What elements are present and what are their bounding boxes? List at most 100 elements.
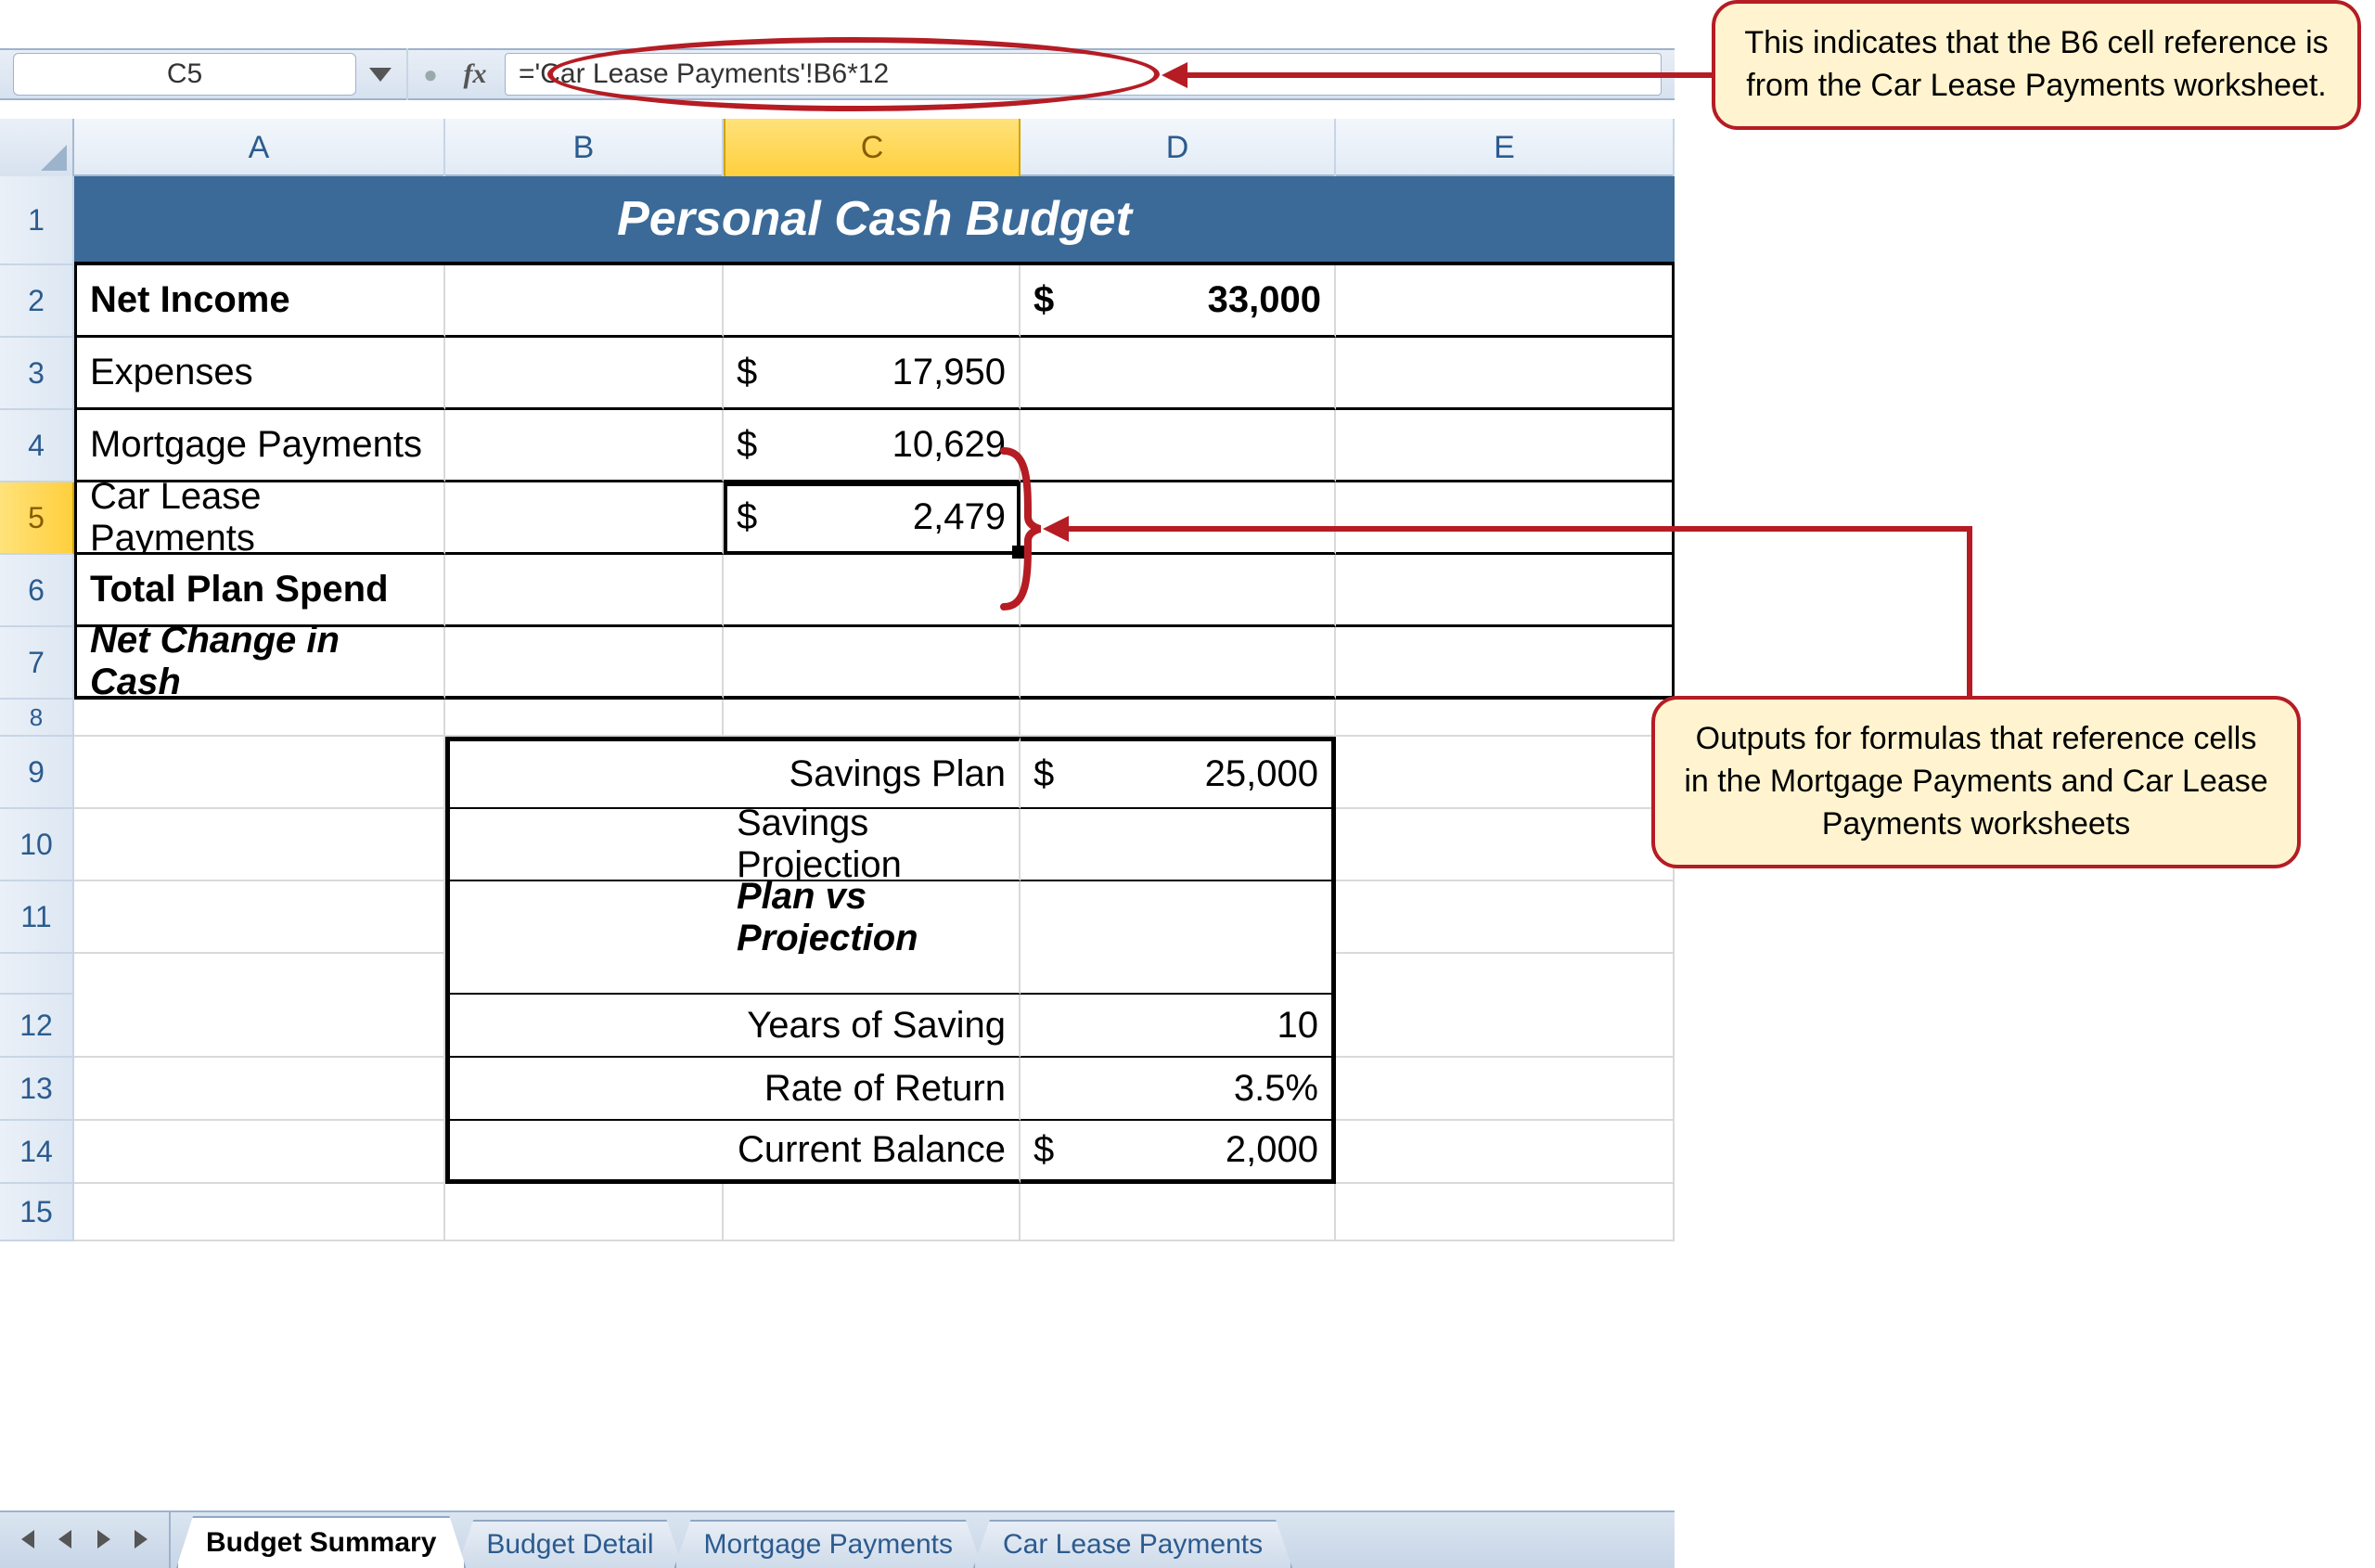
cell-e12[interactable] xyxy=(1336,995,1675,1058)
cell-c14[interactable]: Current Balance xyxy=(724,1121,1021,1184)
cell-b8[interactable] xyxy=(445,700,724,737)
cell-c3[interactable]: $17,950 xyxy=(724,338,1021,410)
row-header-4[interactable]: 4 xyxy=(0,410,74,482)
cell-d4[interactable] xyxy=(1021,410,1336,482)
cell-a10[interactable] xyxy=(74,809,445,881)
cell-d10[interactable] xyxy=(1021,809,1336,881)
row-header-2[interactable]: 2 xyxy=(0,265,74,338)
row-header-1[interactable]: 1 xyxy=(0,176,74,265)
cell-a5[interactable]: Car Lease Payments xyxy=(74,482,445,555)
col-header-d[interactable]: D xyxy=(1021,119,1336,176)
cell-c6[interactable] xyxy=(724,555,1021,627)
cell-b6[interactable] xyxy=(445,555,724,627)
cell-e15[interactable] xyxy=(1336,1184,1675,1241)
sheet-nav-first-icon[interactable] xyxy=(9,1517,43,1562)
cell-e14[interactable] xyxy=(1336,1121,1675,1184)
row-header-15[interactable]: 15 xyxy=(0,1184,74,1241)
cell-e4[interactable] xyxy=(1336,410,1675,482)
row-header-13[interactable]: 13 xyxy=(0,1058,74,1121)
cell-d14[interactable]: $2,000 xyxy=(1021,1121,1336,1184)
cell-a8[interactable] xyxy=(74,700,445,737)
cell-c10[interactable]: Savings Projection xyxy=(724,809,1021,881)
col-header-e[interactable]: E xyxy=(1336,119,1675,176)
cell-e7[interactable] xyxy=(1336,627,1675,700)
cell-e11[interactable] xyxy=(1336,881,1675,954)
sheet-nav-next-icon[interactable] xyxy=(87,1517,121,1562)
cell-e6[interactable] xyxy=(1336,555,1675,627)
cell-d3[interactable] xyxy=(1021,338,1336,410)
col-header-b[interactable]: B xyxy=(445,119,724,176)
fx-icon[interactable]: fx xyxy=(453,48,497,100)
cell-d2[interactable]: $33,000 xyxy=(1021,265,1336,338)
tab-budget-summary[interactable]: Budget Summary xyxy=(176,1516,466,1568)
row-header-6[interactable]: 6 xyxy=(0,555,74,627)
name-box[interactable]: C5 xyxy=(13,53,356,96)
cell-c9[interactable]: Savings Plan xyxy=(724,737,1021,809)
name-box-dropdown-icon[interactable] xyxy=(369,68,392,82)
title-cell[interactable]: Personal Cash Budget xyxy=(74,176,1675,265)
cell-b7[interactable] xyxy=(445,627,724,700)
cell-a13[interactable] xyxy=(74,1058,445,1121)
select-all-corner[interactable] xyxy=(0,119,74,176)
cell-b5[interactable] xyxy=(445,482,724,555)
row-header-8[interactable]: 8 xyxy=(0,700,74,737)
col-header-c[interactable]: C xyxy=(724,119,1021,176)
cell-a9[interactable] xyxy=(74,737,445,809)
tab-budget-detail[interactable]: Budget Detail xyxy=(456,1520,683,1568)
cell-d13[interactable]: 3.5% xyxy=(1021,1058,1336,1121)
cell-a2[interactable]: Net Income xyxy=(74,265,445,338)
cell-d7[interactable] xyxy=(1021,627,1336,700)
cell-e3[interactable] xyxy=(1336,338,1675,410)
cell-c2[interactable] xyxy=(724,265,1021,338)
tab-car-lease-payments[interactable]: Car Lease Payments xyxy=(973,1520,1292,1568)
cell-e5[interactable] xyxy=(1336,482,1675,555)
row-header-12[interactable]: 12 xyxy=(0,995,74,1058)
cell-e2[interactable] xyxy=(1336,265,1675,338)
cell-c4[interactable]: $10,629 xyxy=(724,410,1021,482)
cell-d15[interactable] xyxy=(1021,1184,1336,1241)
row-header-9[interactable]: 9 xyxy=(0,737,74,809)
cell-b14[interactable] xyxy=(445,1121,724,1184)
col-header-a[interactable]: A xyxy=(74,119,445,176)
cell-e9[interactable] xyxy=(1336,737,1675,809)
cell-b13[interactable] xyxy=(445,1058,724,1121)
row-header-7[interactable]: 7 xyxy=(0,627,74,700)
cell-c12[interactable]: Years of Saving xyxy=(724,995,1021,1058)
row-header-11[interactable]: 11 xyxy=(0,881,74,954)
cell-d6[interactable] xyxy=(1021,555,1336,627)
cell-d8[interactable] xyxy=(1021,700,1336,737)
cell-b9[interactable] xyxy=(445,737,724,809)
cell-a6[interactable]: Total Plan Spend xyxy=(74,555,445,627)
cell-a14[interactable] xyxy=(74,1121,445,1184)
cell-b15[interactable] xyxy=(445,1184,724,1241)
cell-b4[interactable] xyxy=(445,410,724,482)
cell-a15[interactable] xyxy=(74,1184,445,1241)
row-header-5[interactable]: 5 xyxy=(0,482,74,555)
sheet-nav-last-icon[interactable] xyxy=(126,1517,160,1562)
cell-d9[interactable]: $25,000 xyxy=(1021,737,1336,809)
tab-mortgage-payments[interactable]: Mortgage Payments xyxy=(674,1520,982,1568)
row-header-10[interactable]: 10 xyxy=(0,809,74,881)
cell-c11[interactable]: Plan vs Projection xyxy=(724,881,1021,954)
cell-b11[interactable] xyxy=(445,881,724,954)
cell-d12[interactable]: 10 xyxy=(1021,995,1336,1058)
cell-b10[interactable] xyxy=(445,809,724,881)
cell-e13[interactable] xyxy=(1336,1058,1675,1121)
row-header-14[interactable]: 14 xyxy=(0,1121,74,1184)
cell-b12[interactable] xyxy=(445,995,724,1058)
cell-e8[interactable] xyxy=(1336,700,1675,737)
cell-b3[interactable] xyxy=(445,338,724,410)
sheet-nav-prev-icon[interactable] xyxy=(48,1517,82,1562)
cell-b2[interactable] xyxy=(445,265,724,338)
cell-c15[interactable] xyxy=(724,1184,1021,1241)
cell-c5-selected[interactable]: $2,479 xyxy=(724,482,1021,555)
cell-c8[interactable] xyxy=(724,700,1021,737)
cell-c13[interactable]: Rate of Return xyxy=(724,1058,1021,1121)
cell-c7[interactable] xyxy=(724,627,1021,700)
row-header-3[interactable]: 3 xyxy=(0,338,74,410)
cell-a3[interactable]: Expenses xyxy=(74,338,445,410)
cell-d11[interactable] xyxy=(1021,881,1336,954)
cell-e10[interactable] xyxy=(1336,809,1675,881)
cell-a12[interactable] xyxy=(74,995,445,1058)
cell-a11[interactable] xyxy=(74,881,445,954)
